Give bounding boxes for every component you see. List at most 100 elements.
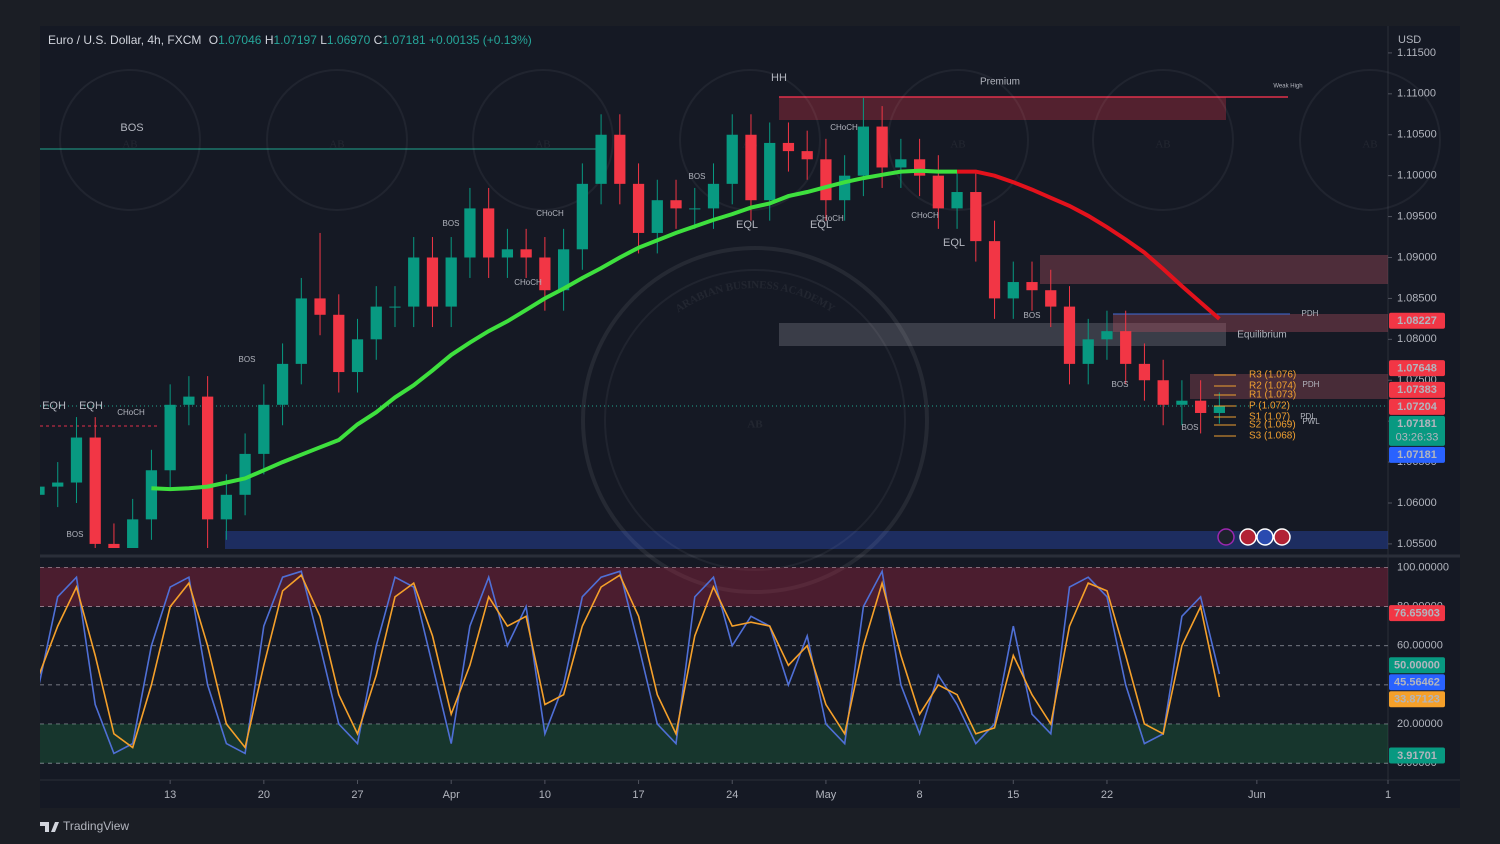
price-tag-label: 76.65903 [1394, 608, 1440, 620]
price-tag [1389, 691, 1445, 708]
event-icon [1256, 528, 1274, 546]
watermark-ring [581, 246, 929, 594]
x-tick-label: 15 [1007, 789, 1019, 801]
annotation: BOS [1112, 380, 1129, 389]
annotation: BOS [239, 355, 256, 364]
oscillator-plot [40, 567, 1388, 764]
candle-body [988, 241, 1001, 299]
demand-zone [225, 531, 1388, 549]
series-line [40, 573, 1221, 750]
annotation: EQL [943, 237, 965, 249]
watermark-monogram: AB [1155, 139, 1170, 151]
pivot-label: R2 (1.074) [1249, 381, 1296, 392]
x-tick-label: 27 [351, 789, 363, 801]
price-tag-label: 1.07181 [1397, 449, 1437, 461]
series-line [957, 169, 1221, 321]
candle-body [464, 208, 476, 258]
candle-body [951, 192, 963, 209]
candle-body [333, 314, 345, 373]
annotation: PDH [1303, 380, 1320, 389]
candle-body [820, 159, 832, 201]
annotation: BOS [1182, 423, 1199, 432]
candle-body [932, 175, 944, 209]
y-tick-label: 60.00000 [1397, 640, 1443, 652]
candle-body [1120, 331, 1132, 364]
candle-body [145, 470, 158, 520]
candle-body [670, 200, 682, 209]
ohlc-key: O [209, 33, 218, 47]
candle-body [40, 486, 45, 495]
candle-body [707, 183, 720, 209]
x-tick-label: 8 [917, 789, 923, 801]
price-tag [1389, 605, 1445, 622]
candle-body [127, 519, 139, 548]
candle-body [108, 543, 120, 548]
price-tag-label: 3.91701 [1397, 750, 1437, 762]
candle-body [557, 249, 570, 291]
event-icon [1217, 528, 1235, 546]
series-line [151, 168, 958, 492]
candle-body [1176, 400, 1188, 405]
brand-logo [40, 822, 59, 832]
candle-body [1082, 339, 1094, 364]
candle-body [520, 249, 532, 258]
price-tag [1389, 674, 1445, 691]
ohlc-value: 1.07197 [273, 33, 317, 47]
candle-body [895, 159, 907, 168]
y-tick-label: 1.05500 [1397, 538, 1437, 550]
currency: USD [1398, 34, 1421, 46]
branding[interactable]: TradingView [40, 819, 129, 833]
annotation: EQH [42, 400, 66, 412]
x-tick-label: May [816, 789, 837, 801]
candle-body [913, 159, 926, 176]
annotation: BOS [120, 122, 143, 134]
pivot-lines [1214, 374, 1236, 437]
candle-body [876, 126, 888, 168]
x-tick-label: 1 [1385, 789, 1391, 801]
watermark-ring [1299, 69, 1441, 211]
watermark-monogram: AB [329, 139, 344, 151]
price-tag [1389, 657, 1445, 674]
legend: Euro / U.S. Dollar, 4h, FXCM O1.07046 H1… [48, 33, 532, 47]
annotation: BOS [689, 172, 706, 181]
x-tick-label: 10 [539, 789, 551, 801]
watermark-ring [59, 69, 201, 211]
y-tick-label: 1.08500 [1397, 292, 1437, 304]
candle-body [276, 363, 289, 405]
annotation: CHoCH [830, 123, 858, 132]
watermark-monogram: AB [950, 139, 965, 151]
pivot-label: P (1.072) [1249, 401, 1290, 412]
y-tick-label: 20.00000 [1397, 718, 1443, 730]
y-tick-label: 1.10500 [1397, 129, 1437, 141]
watermark-monogram: AB [535, 139, 550, 151]
pivot-label: R3 (1.076) [1249, 370, 1296, 381]
candle-body [389, 306, 401, 308]
y-tick-label: 1.06000 [1397, 497, 1437, 509]
ohlc-key: H [265, 33, 274, 47]
annotation: CHoCH [816, 214, 844, 223]
candle-body [632, 183, 645, 233]
supply-zone [1113, 314, 1388, 332]
annotation: CHoCH [117, 408, 145, 417]
candle-body [183, 396, 195, 405]
price-plot [40, 97, 1225, 548]
candle-body [970, 192, 982, 242]
candle-body [576, 183, 588, 250]
price-tag [1389, 398, 1445, 415]
x-tick-label: Apr [443, 789, 460, 801]
candle-body [1063, 306, 1076, 364]
candle-body [445, 257, 457, 307]
candle-body [258, 404, 270, 454]
grid: 1.055001.060001.065001.070001.075001.080… [40, 47, 1449, 784]
y-tick-label: 1.10000 [1397, 170, 1437, 182]
y-tick-label: 1.08000 [1397, 333, 1437, 345]
price-tag [1389, 446, 1445, 463]
candle-body [1213, 406, 1225, 413]
annotation: PWL [1302, 417, 1320, 426]
x-tick-label: 24 [726, 789, 738, 801]
candle-body [1026, 282, 1038, 291]
price-tag [1389, 360, 1445, 377]
ohlc-value: 1.07046 [218, 33, 262, 47]
candle-body [1007, 282, 1019, 299]
